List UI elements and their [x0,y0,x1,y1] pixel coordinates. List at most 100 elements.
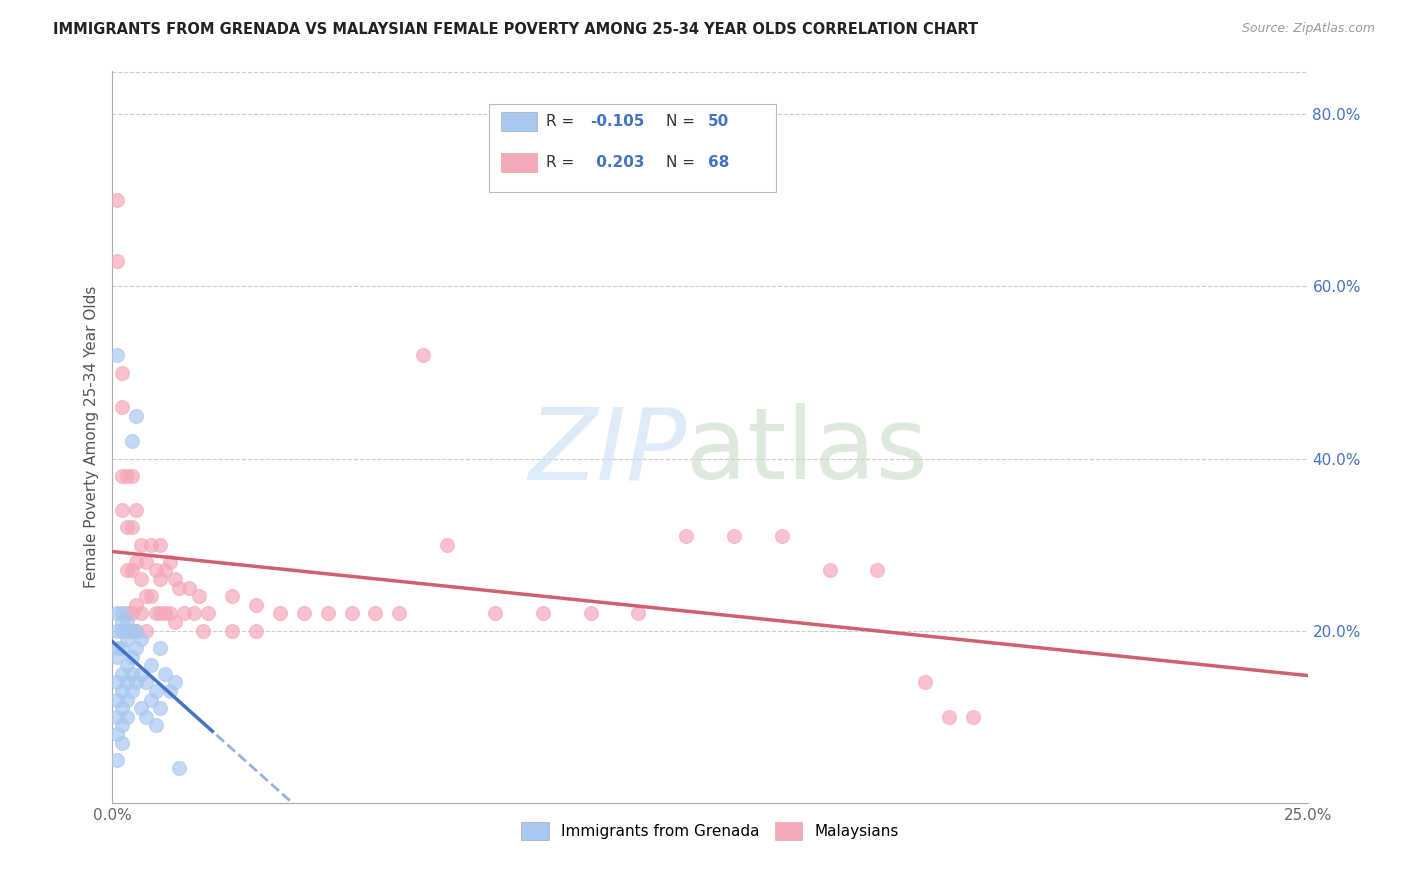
Point [135,589,157,603]
Point [121,607,143,621]
Point [135,710,157,724]
Point [173,607,195,621]
Point [145,607,167,621]
Point [183,607,205,621]
Point [149,538,172,552]
Point [436,538,458,552]
Point [115,564,138,578]
Point [121,564,143,578]
Point [163,572,186,586]
Point [111,366,134,380]
Point [105,753,128,767]
Point [193,624,215,638]
Text: R =: R = [547,114,579,129]
Point [105,675,128,690]
Point [111,607,134,621]
Point [316,607,339,621]
Point [125,640,148,655]
Point [153,564,176,578]
Point [105,607,128,621]
Point [187,589,209,603]
Point [115,658,138,673]
Point [111,701,134,715]
Point [115,632,138,647]
Point [484,607,506,621]
Point [292,607,315,621]
Point [105,727,128,741]
Point [115,692,138,706]
Point [105,194,128,208]
Point [245,598,267,612]
Point [340,607,363,621]
Point [675,529,697,543]
Point [139,658,162,673]
Point [962,710,984,724]
Point [111,615,134,629]
Point [159,607,181,621]
Point [169,581,191,595]
Point [153,666,176,681]
Text: N =: N = [666,155,700,170]
Point [105,710,128,724]
Point [115,710,138,724]
Text: N =: N = [666,114,700,129]
Point [245,624,267,638]
Point [388,607,411,621]
Point [221,624,243,638]
Text: 68: 68 [707,155,730,170]
Point [135,675,157,690]
Point [579,607,602,621]
Point [125,503,148,517]
Point [105,253,128,268]
Point [818,564,841,578]
Point [221,589,243,603]
Point [163,615,186,629]
Text: 50: 50 [707,114,728,129]
Point [149,572,172,586]
Point [115,520,138,534]
Point [115,675,138,690]
Point [145,718,167,732]
Point [129,572,152,586]
Point [111,400,134,414]
Point [129,607,152,621]
Text: -0.105: -0.105 [591,114,645,129]
Point [770,529,793,543]
Point [129,538,152,552]
Point [197,607,219,621]
Point [105,348,128,362]
Point [145,684,167,698]
Point [121,624,143,638]
Point [149,640,172,655]
Point [111,624,134,638]
Point [105,640,128,655]
Point [153,607,176,621]
Point [129,632,152,647]
Point [125,555,148,569]
Point [111,666,134,681]
Point [139,538,162,552]
Point [135,555,157,569]
FancyBboxPatch shape [489,104,776,192]
Point [121,520,143,534]
Point [866,564,889,578]
Point [914,675,936,690]
Point [129,701,152,715]
Point [115,607,138,621]
Point [627,607,650,621]
Point [169,761,191,775]
Point [105,692,128,706]
Point [129,666,152,681]
Text: R =: R = [547,155,579,170]
Point [121,666,143,681]
Point [115,624,138,638]
Point [364,607,387,621]
Point [121,649,143,664]
Point [111,735,134,749]
Text: atlas: atlas [686,403,928,500]
Point [723,529,745,543]
Point [125,675,148,690]
Point [105,624,128,638]
Point [139,589,162,603]
Point [125,409,148,423]
